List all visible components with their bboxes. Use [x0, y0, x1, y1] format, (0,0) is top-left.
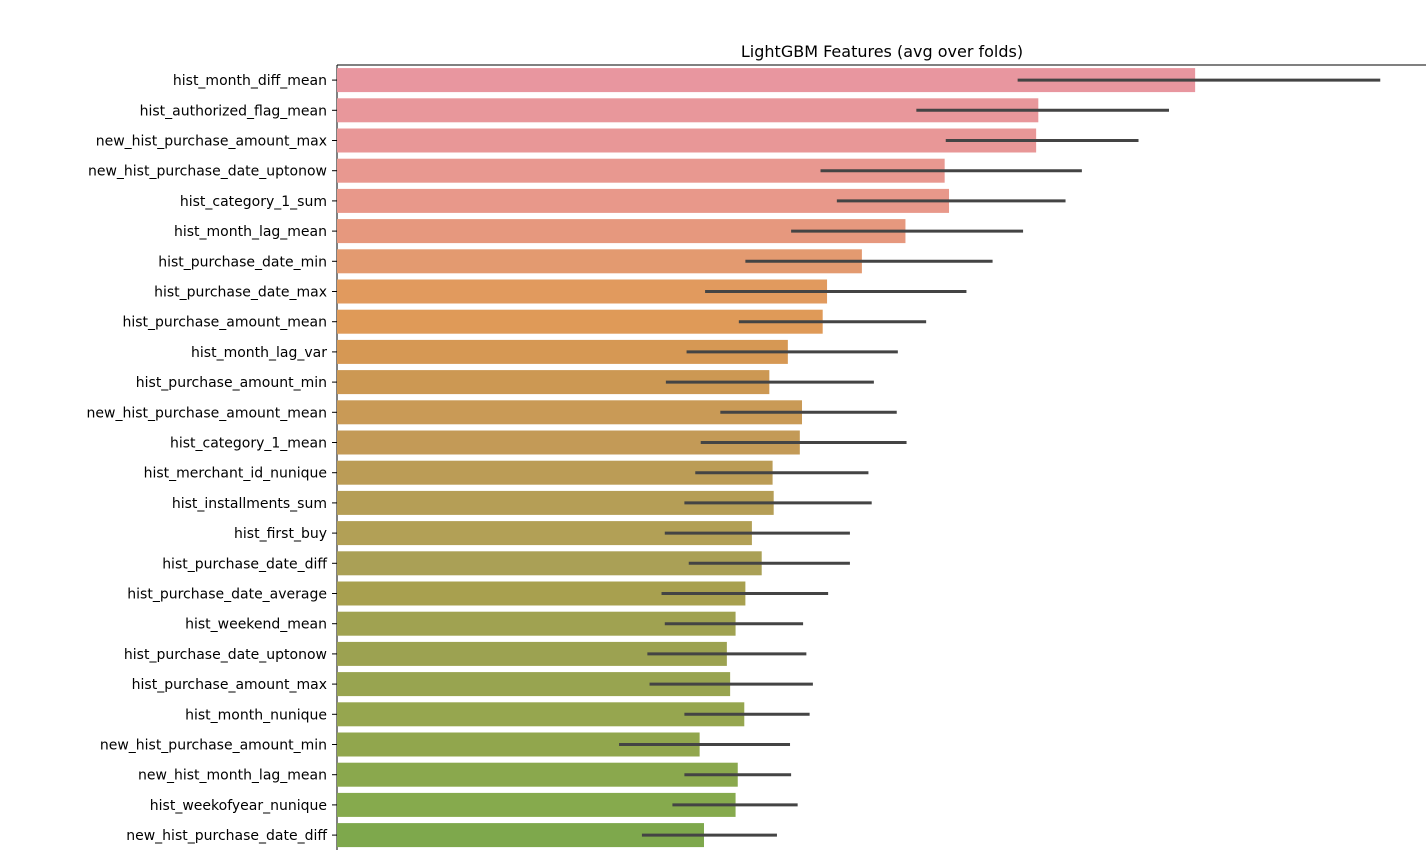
y-tick-label: hist_merchant_id_nunique [144, 466, 327, 482]
y-tick-label: hist_month_nunique [185, 707, 327, 723]
bar [337, 792, 736, 817]
bar [337, 128, 1037, 153]
y-tick-label: hist_purchase_date_max [154, 285, 327, 301]
bar [337, 702, 745, 727]
y-tick-label: new_hist_purchase_date_diff [126, 828, 327, 844]
tick-labels-layer: hist_month_diff_mean hist_authorized_flag… [87, 73, 337, 844]
bar [337, 249, 862, 274]
y-tick-label: hist_purchase_date_uptonow [124, 647, 327, 663]
y-tick-label: hist_purchase_amount_mean [122, 315, 327, 331]
y-tick-label: new_hist_purchase_amount_max [96, 134, 327, 150]
y-tick-label: hist_purchase_date_diff [162, 556, 327, 572]
y-tick-label: new_hist_month_lag_mean [138, 768, 327, 784]
y-tick-label: hist_installments_sum [172, 496, 327, 512]
y-tick-label: hist_category_1_sum [180, 194, 327, 210]
bar [337, 762, 738, 787]
y-tick-label: hist_category_1_mean [170, 436, 327, 452]
y-tick-label: hist_authorized_flag_mean [140, 103, 327, 119]
y-tick-label: hist_weekend_mean [185, 617, 327, 633]
y-tick-label: new_hist_purchase_date_uptonow [88, 164, 327, 180]
y-tick-label: hist_month_lag_mean [174, 224, 327, 240]
y-tick-label: hist_purchase_amount_min [136, 375, 327, 391]
y-tick-label: hist_month_diff_mean [173, 73, 327, 89]
chart-title: LightGBM Features (avg over folds) [741, 42, 1023, 61]
y-tick-label: new_hist_purchase_amount_min [100, 738, 327, 754]
y-tick-label: new_hist_purchase_amount_mean [87, 405, 327, 421]
y-tick-label: hist_purchase_date_min [158, 254, 327, 270]
y-tick-label: hist_first_buy [234, 526, 327, 542]
y-tick-label: hist_purchase_date_average [127, 587, 327, 603]
y-tick-label: hist_month_lag_var [191, 345, 327, 361]
error-bars-layer [619, 78, 1381, 837]
y-tick-label: hist_purchase_amount_max [132, 677, 327, 693]
y-tick-label: hist_weekofyear_nunique [150, 798, 327, 814]
bars-layer [337, 68, 1196, 848]
